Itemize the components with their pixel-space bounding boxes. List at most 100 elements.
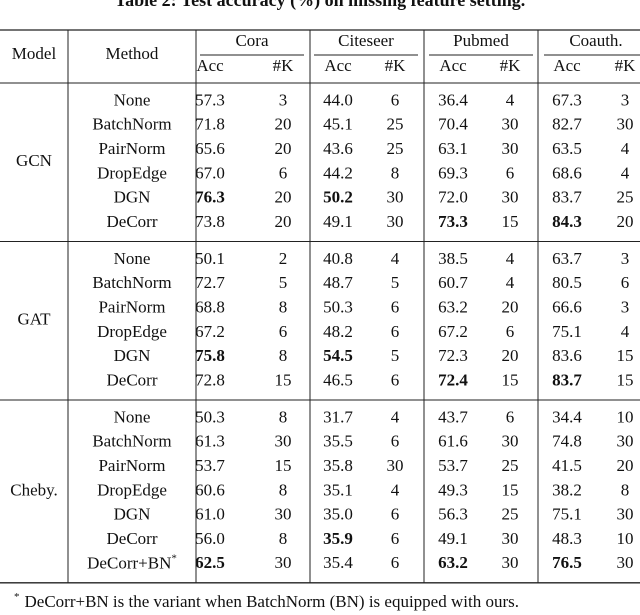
cell: 35.5 (323, 432, 353, 451)
cell: 8 (391, 163, 400, 182)
cell: 48.7 (323, 273, 353, 292)
cell: 48.2 (323, 322, 353, 341)
cell: 63.5 (552, 139, 582, 158)
cell: 70.4 (438, 115, 468, 134)
method-label: PairNorm (98, 298, 165, 317)
cell: 67.3 (552, 90, 582, 109)
cell: 48.3 (552, 529, 582, 548)
cell: 20 (617, 456, 634, 475)
cell: 56.0 (195, 529, 225, 548)
method-label: DropEdge (97, 322, 167, 341)
cell: 80.5 (552, 273, 582, 292)
method-label: DGN (114, 188, 151, 207)
cell: 20 (617, 212, 634, 231)
cell: 30 (617, 432, 634, 451)
cell: 57.3 (195, 90, 225, 109)
cell: 56.3 (438, 505, 468, 524)
cell: 67.0 (195, 163, 225, 182)
header-dataset: Cora (235, 31, 269, 50)
cell: 8 (279, 407, 288, 426)
cell: 72.3 (438, 346, 468, 365)
cell: 73.8 (195, 212, 225, 231)
cell: 3 (621, 90, 630, 109)
header-subcolumn: #K (615, 56, 637, 75)
cell: 6 (391, 505, 400, 524)
cell: 4 (621, 139, 630, 158)
cell: 10 (617, 529, 634, 548)
cell: 73.3 (438, 212, 468, 231)
cell: 53.7 (195, 456, 225, 475)
method-label: DeCorr (107, 529, 158, 548)
cell: 66.6 (552, 298, 582, 317)
cell: 35.1 (323, 480, 353, 499)
cell: 71.8 (195, 115, 225, 134)
cell: 30 (275, 553, 292, 572)
method-label: None (114, 90, 151, 109)
cell: 30 (502, 529, 519, 548)
cell: 20 (275, 115, 292, 134)
cell: 6 (506, 407, 515, 426)
cell: 72.8 (195, 370, 225, 389)
header-method: Method (106, 44, 159, 63)
cell: 4 (621, 163, 630, 182)
cell: 50.2 (323, 188, 353, 207)
cell: 35.4 (323, 553, 353, 572)
cell: 74.8 (552, 432, 582, 451)
cell: 25 (387, 139, 404, 158)
cell: 20 (275, 212, 292, 231)
cell: 4 (391, 480, 400, 499)
header-model: Model (12, 44, 57, 63)
footnote-mark: * (14, 591, 20, 603)
cell: 6 (279, 322, 288, 341)
cell: 5 (279, 273, 288, 292)
cell: 82.7 (552, 115, 582, 134)
cell: 38.5 (438, 249, 468, 268)
method-label: DropEdge (97, 480, 167, 499)
cell: 49.1 (323, 212, 353, 231)
cell: 30 (502, 432, 519, 451)
cell: 20 (275, 188, 292, 207)
cell: 34.4 (552, 407, 582, 426)
footnote-mark: * (171, 552, 177, 564)
method-label: BatchNorm (92, 432, 171, 451)
method-label: DropEdge (97, 163, 167, 182)
cell: 72.7 (195, 273, 225, 292)
cell: 30 (387, 188, 404, 207)
cell: 36.4 (438, 90, 468, 109)
cell: 4 (391, 249, 400, 268)
cell: 61.6 (438, 432, 468, 451)
cell: 63.2 (438, 298, 468, 317)
cell: 4 (506, 273, 515, 292)
cell: 63.2 (438, 553, 468, 572)
cell: 30 (502, 553, 519, 572)
cell: 8 (279, 298, 288, 317)
cell: 25 (387, 115, 404, 134)
cell: 61.3 (195, 432, 225, 451)
cell: 6 (506, 322, 515, 341)
method-name: DeCorr+BN (87, 553, 171, 572)
cell: 49.3 (438, 480, 468, 499)
method-label: DGN (114, 505, 151, 524)
cell: 67.2 (195, 322, 225, 341)
cell: 43.7 (438, 407, 468, 426)
cell: 15 (617, 370, 634, 389)
cell: 45.1 (323, 115, 353, 134)
cell: 76.3 (195, 188, 225, 207)
method-label: None (114, 249, 151, 268)
cell: 6 (506, 163, 515, 182)
method-label: DGN (114, 346, 151, 365)
cell: 15 (275, 456, 292, 475)
cell: 43.6 (323, 139, 353, 158)
cell: 15 (502, 370, 519, 389)
cell: 30 (275, 432, 292, 451)
cell: 3 (621, 298, 630, 317)
cell: 10 (617, 407, 634, 426)
method-label: DeCorr+BN* (87, 552, 177, 572)
cell: 69.3 (438, 163, 468, 182)
cell: 20 (502, 298, 519, 317)
cell: 38.2 (552, 480, 582, 499)
cell: 30 (617, 553, 634, 572)
header-dataset: Citeseer (338, 31, 394, 50)
cell: 83.7 (552, 188, 582, 207)
